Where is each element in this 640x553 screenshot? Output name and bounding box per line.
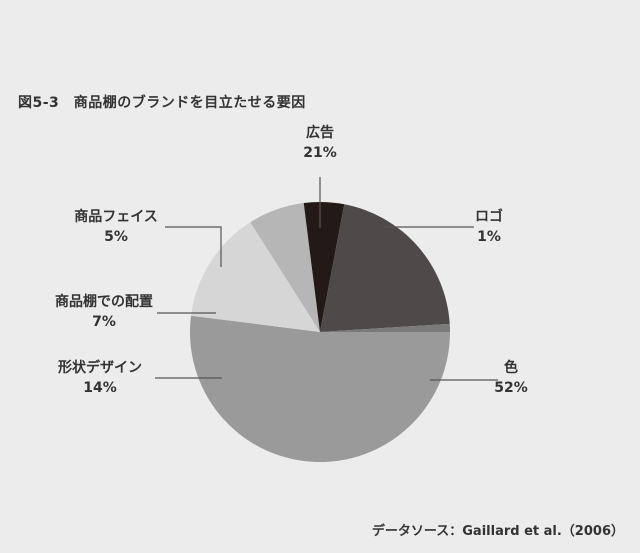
slice-percent: 52%: [494, 380, 528, 396]
slice-label-2: 形状デザイン 14%: [58, 358, 142, 398]
slice-label-3: 商品棚での配置 7%: [55, 292, 153, 332]
slice-name: 広告: [305, 125, 334, 141]
pie-slice-2: [191, 222, 320, 332]
slice-label-1: 色 52%: [494, 358, 528, 398]
slice-label-4: 商品フェイス 5%: [74, 207, 158, 247]
slice-name: 色: [503, 360, 518, 376]
pie-slice-5: [320, 204, 450, 332]
slice-name: 形状デザイン: [58, 360, 142, 376]
slice-name: 商品フェイス: [74, 209, 158, 225]
slice-name: 商品棚での配置: [55, 294, 153, 310]
slice-percent: 1%: [477, 229, 501, 245]
leader-line-4: [165, 226, 222, 267]
pie-slice-1: [189, 315, 450, 463]
slice-percent: 7%: [92, 314, 116, 330]
pie-slice-6: [320, 323, 450, 332]
figure-title: 図5-3 商品棚のブランドを目立たせる要因: [18, 95, 306, 111]
slice-name: ロゴ: [475, 209, 503, 225]
pie-slice-4: [303, 202, 345, 332]
slice-percent: 21%: [303, 145, 337, 161]
slice-percent: 5%: [104, 229, 128, 245]
data-source: データソース：Gaillard et al.（2006）: [371, 524, 624, 539]
slice-percent: 14%: [83, 380, 117, 396]
slice-label-6: ロゴ 1%: [475, 207, 503, 247]
pie-slice-3: [250, 203, 320, 332]
slice-label-5: 広告 21%: [303, 123, 337, 163]
